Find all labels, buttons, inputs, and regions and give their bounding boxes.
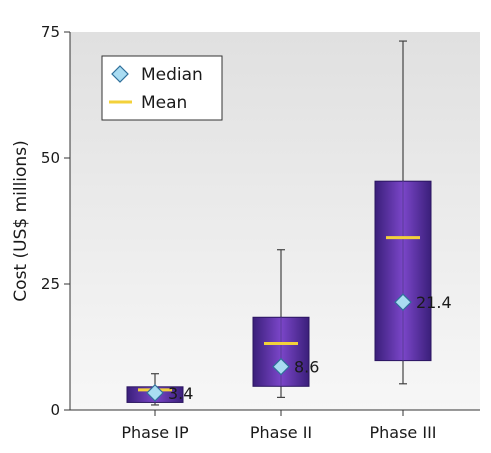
y-tick-label: 0 <box>50 401 60 419</box>
legend-median-label: Median <box>141 65 203 85</box>
box-phase-iii: 21.4 <box>374 40 452 385</box>
median-value-label: 21.4 <box>416 293 452 312</box>
y-tick-label: 75 <box>41 23 60 41</box>
axes <box>69 32 480 411</box>
median-marker <box>394 293 412 311</box>
legend: Median Mean <box>101 55 223 121</box>
box-phase-ii: 8.6 <box>252 249 319 398</box>
x-tick-label: Phase III <box>369 423 436 442</box>
median-marker <box>272 357 290 376</box>
x-tick-label: Phase IP <box>121 423 189 442</box>
boxes: 3.4 8.6 21.4 <box>126 40 452 406</box>
legend-mean-label: Mean <box>141 93 187 113</box>
legend-median-marker-icon <box>111 65 129 83</box>
y-axis-label: Cost (US$ millions) <box>11 140 31 301</box>
x-tick-label: Phase II <box>250 423 312 442</box>
y-axis-ticks: 0 25 50 75 <box>41 23 70 419</box>
median-marker <box>146 384 164 402</box>
y-tick-label: 50 <box>41 149 60 167</box>
x-axis-ticks: Phase IP Phase II Phase III <box>121 410 437 442</box>
y-tick-label: 25 <box>41 275 60 293</box>
box-phase-ip: 3.4 <box>126 373 193 406</box>
median-value-label: 3.4 <box>168 384 193 403</box>
median-value-label: 8.6 <box>294 358 319 377</box>
legend-box <box>101 55 223 121</box>
